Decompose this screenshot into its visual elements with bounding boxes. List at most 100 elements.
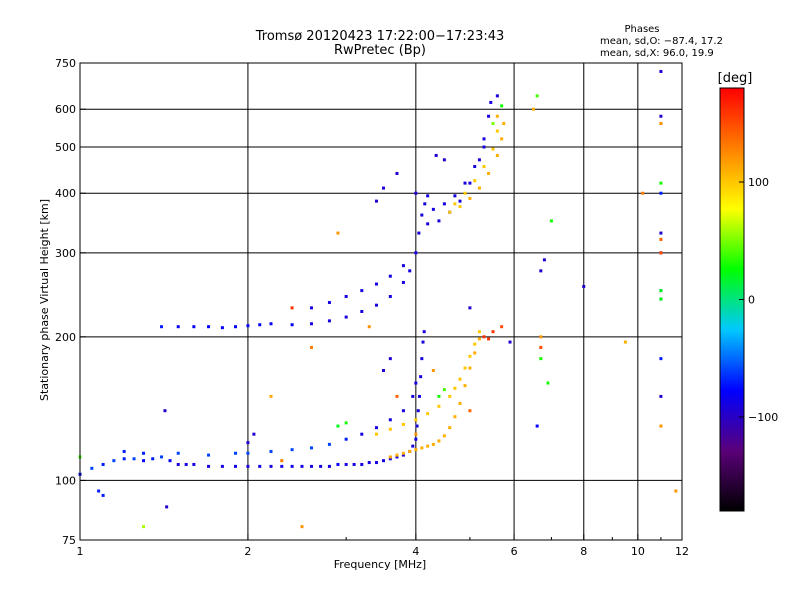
x-tick-label: 12 [675, 545, 689, 558]
data-point [491, 122, 495, 126]
data-point [416, 409, 420, 413]
data-point [122, 449, 126, 453]
data-point [659, 394, 663, 398]
data-point [246, 451, 250, 455]
data-point [220, 464, 224, 468]
data-point [192, 462, 196, 466]
data-point [207, 464, 211, 468]
data-point [539, 335, 543, 339]
data-point [258, 464, 262, 468]
data-point [388, 274, 392, 278]
data-point [448, 426, 452, 430]
data-point [495, 94, 499, 98]
data-point [374, 426, 378, 430]
colorbar-label: [deg] [718, 71, 753, 86]
data-point [458, 377, 462, 381]
data-point [539, 269, 543, 273]
data-point [659, 424, 663, 428]
data-point [374, 199, 378, 203]
data-point [233, 451, 237, 455]
data-point [437, 394, 441, 398]
x-axis-label: Frequency [MHz] [334, 558, 426, 571]
data-point [395, 455, 399, 459]
data-point [420, 446, 424, 450]
data-point [360, 432, 364, 436]
data-point [246, 441, 250, 445]
legend-line-o: mean, sd,O: −87.4, 17.2 [600, 36, 723, 47]
legend-title: Phases [624, 24, 659, 35]
data-point [477, 186, 481, 190]
data-point [142, 459, 146, 463]
data-point [549, 219, 553, 223]
data-point [468, 354, 472, 358]
data-point [674, 489, 678, 493]
x-tick-label: 10 [631, 545, 645, 558]
data-point [97, 489, 101, 493]
data-point [90, 466, 94, 470]
data-point [491, 330, 495, 334]
data-point [477, 330, 481, 334]
data-point [233, 325, 237, 329]
data-point [207, 453, 211, 457]
data-point [414, 381, 418, 385]
data-point [280, 464, 284, 468]
plot-frame [79, 62, 683, 541]
data-point [101, 462, 105, 466]
data-point [453, 202, 457, 206]
data-point [623, 340, 627, 344]
data-point [395, 453, 399, 457]
data-point [168, 459, 172, 463]
data-point [290, 464, 294, 468]
data-point [381, 459, 385, 463]
data-point [426, 444, 430, 448]
data-point [300, 464, 304, 468]
data-point [192, 325, 196, 329]
data-point [487, 114, 491, 118]
data-point [502, 122, 506, 126]
data-point [344, 437, 348, 441]
data-point [360, 462, 364, 466]
data-point [468, 196, 472, 200]
data-point [101, 493, 105, 497]
data-point [437, 219, 441, 223]
data-point [495, 153, 499, 157]
data-point [463, 191, 467, 195]
data-point [176, 325, 180, 329]
data-point [414, 418, 418, 422]
x-axis-ticks: 1 2 4 6 8 10 12 [77, 534, 689, 558]
data-point [489, 100, 493, 104]
data-point [463, 384, 467, 388]
data-point [531, 107, 535, 111]
data-point [252, 432, 256, 436]
data-point [309, 306, 313, 310]
data-point [415, 424, 419, 428]
data-point [426, 412, 430, 416]
chart-subtitle: RwPretec (Bp) [334, 43, 426, 58]
data-point [395, 171, 399, 175]
data-point [327, 464, 331, 468]
colorbar-tick-label: 100 [748, 176, 769, 189]
data-point [269, 449, 273, 453]
data-point [477, 158, 481, 162]
data-point [381, 186, 385, 190]
data-point [360, 289, 364, 293]
data-point [132, 457, 136, 461]
data-point [374, 282, 378, 286]
data-point [388, 357, 392, 361]
data-point [269, 394, 273, 398]
y-tick-label: 500 [55, 141, 76, 154]
data-point [473, 165, 477, 169]
data-point [437, 404, 441, 408]
gridlines [80, 63, 683, 540]
data-point [458, 205, 462, 209]
data-point [165, 505, 169, 509]
data-point [420, 357, 424, 361]
y-axis-label: Stationary phase Virtual Height [km] [38, 199, 51, 401]
data-point [176, 451, 180, 455]
data-point [151, 457, 155, 461]
data-point [659, 251, 663, 255]
data-point [246, 464, 250, 468]
data-point [374, 461, 378, 465]
data-point [482, 335, 486, 339]
data-point [269, 322, 273, 326]
